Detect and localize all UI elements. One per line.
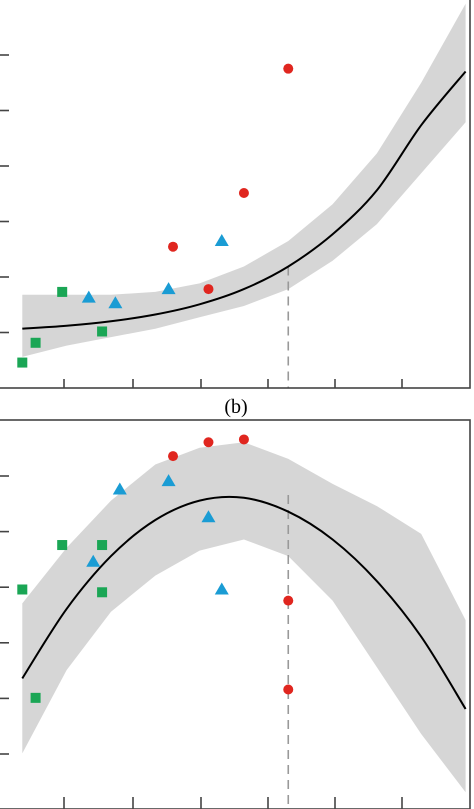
point-circle [238,188,249,198]
point-square [97,587,108,598]
point-square [17,584,28,595]
chart-panel-b [0,419,471,809]
point-circle [203,284,214,295]
point-circle [238,434,249,445]
fit-line [22,70,467,330]
point-triangle [201,510,216,523]
point-triangle [214,234,229,247]
point-square [57,286,68,297]
point-triangle [112,482,127,495]
point-triangle [81,290,96,303]
plot-frame [0,0,471,389]
point-square [57,540,68,551]
point-triangle [86,554,101,567]
confidence-band [22,3,466,357]
fit-line [21,495,467,710]
point-circle [283,684,294,695]
point-triangle [108,296,123,309]
point-circle [168,241,179,252]
point-circle [283,595,294,606]
point-circle [283,63,294,74]
point-square [30,692,41,703]
panel-label-b: (b) [224,396,247,418]
point-circle [203,437,214,448]
point-square [30,337,41,348]
point-triangle [161,474,176,487]
confidence-band [22,442,466,793]
point-square [97,540,108,551]
point-triangle [214,582,229,595]
point-circle [168,451,179,462]
chart-panel-a [0,0,471,389]
point-triangle [161,282,176,295]
point-square [97,326,108,337]
plot-frame [0,419,471,809]
point-square [17,357,28,368]
